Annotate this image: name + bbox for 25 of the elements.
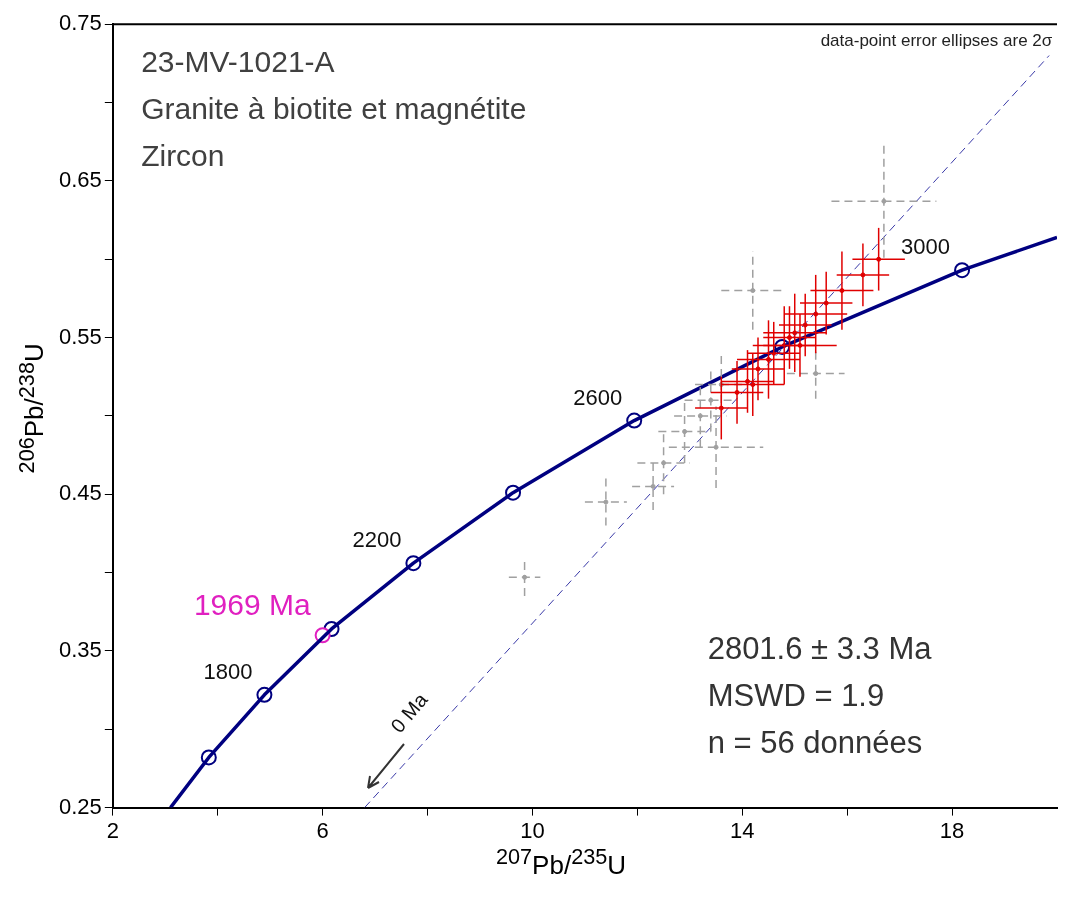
x-tick-label: 14 <box>730 817 755 843</box>
annotation: data-point error ellipses are 2σ <box>820 31 1053 51</box>
x-tick-label: 10 <box>520 817 545 843</box>
y-tick-label: 0.65 <box>58 166 102 192</box>
x-axis-title: $^{207}$Pb/$^{235}$U <box>494 844 628 881</box>
annotation: Granite à biotite et magnétite <box>141 91 527 125</box>
annotation: 0 Ma <box>386 687 433 737</box>
annotation: MSWD = 1.9 <box>707 678 885 714</box>
x-tick-label: 18 <box>939 817 965 843</box>
annotation: 2600 <box>573 384 623 410</box>
annotation: 2801.6 ± 3.3 Ma <box>707 631 933 667</box>
y-tick-label: 0.75 <box>58 10 102 36</box>
annotation: 1800 <box>203 658 253 684</box>
annotation: 2200 <box>352 527 402 553</box>
annotation: n = 56 données <box>707 725 923 761</box>
y-tick-label: 0.55 <box>58 323 102 349</box>
x-tick-label: 6 <box>316 817 329 843</box>
annotation: 23-MV-1021-A <box>141 44 335 78</box>
y-tick-label: 0.35 <box>58 636 102 662</box>
y-tick-label: 0.45 <box>58 480 102 506</box>
series-label: 1969 Ma <box>193 587 311 621</box>
annotation: 3000 <box>901 234 951 260</box>
y-tick-label: 0.25 <box>58 793 102 819</box>
x-tick-label: 2 <box>106 817 119 843</box>
annotation: Zircon <box>141 138 225 172</box>
